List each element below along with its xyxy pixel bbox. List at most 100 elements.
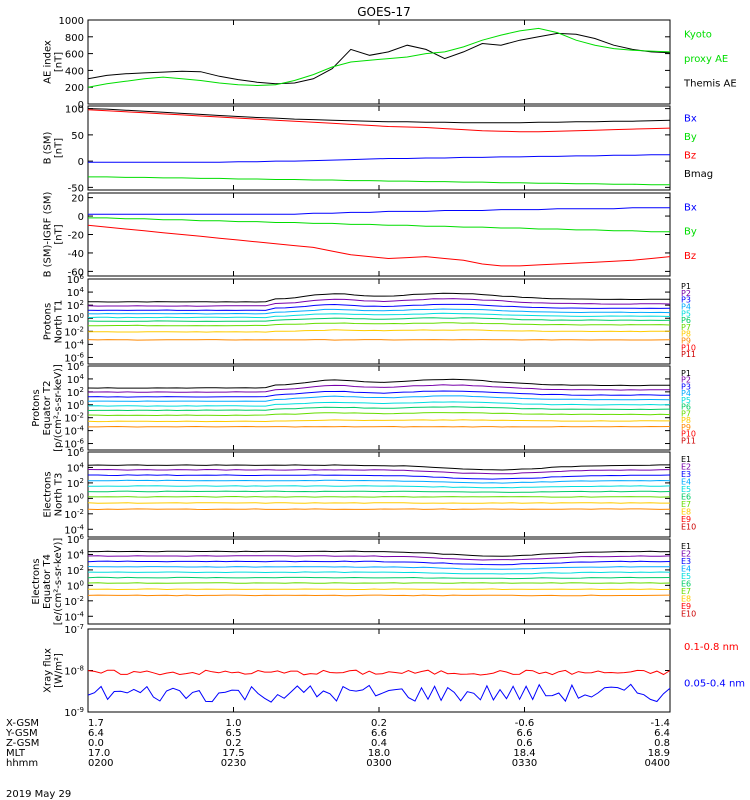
y-tick-label: 106 (67, 533, 85, 546)
orbit-row-label: X-GSM (6, 718, 39, 729)
legend-entry: 0.1-0.8 nm (684, 642, 739, 653)
legend-entry: E5 (681, 572, 691, 581)
series-line-E5 (88, 485, 671, 489)
y-tick-label: 100 (65, 105, 84, 116)
orbit-value: 0.0 (88, 738, 104, 749)
legend-entry: P1 (681, 282, 691, 291)
series-line-E5 (87, 571, 671, 575)
series-line-P2 (87, 384, 671, 393)
y-tick-label: 102 (67, 299, 84, 312)
y-tick-label: 10-4 (64, 338, 84, 351)
series-line-Bz (87, 109, 671, 133)
y-tick-label: 1000 (59, 16, 84, 27)
orbit-value: 1.0 (226, 718, 242, 729)
legend-entry: E10 (681, 523, 696, 532)
y-tick-label: 104 (67, 286, 85, 299)
legend-entry: P1 (681, 369, 691, 378)
legend-entry: Bz (684, 251, 696, 262)
legend-entry: By (684, 227, 697, 238)
y-axis-label: [nT] (54, 224, 65, 244)
orbit-value: 18.4 (513, 748, 535, 759)
series-line-P7 (87, 412, 671, 417)
series-line-P1 (87, 378, 670, 389)
legend-entry: proxy AE (684, 54, 728, 65)
orbit-value: -0.6 (515, 718, 535, 729)
legend-entry: P8 (681, 416, 691, 425)
panel-b_sm: -50 0 50 100 B (SM) [nT] Bx By Bz Bmag (43, 105, 714, 195)
y-tick-label: 100 (67, 579, 84, 592)
series-line-P5 (87, 312, 671, 319)
y-tick-label: 104 (67, 373, 85, 386)
y-tick-label: -60 (68, 267, 84, 278)
series-line-By (88, 176, 670, 186)
legend-entry: E3 (681, 470, 691, 479)
legend-entry: P9 (681, 423, 691, 432)
legend-entry: P7 (681, 323, 691, 332)
series-line-P8 (88, 329, 670, 333)
legend-entry: P11 (681, 350, 696, 359)
panel-frame (87, 628, 671, 713)
y-tick-label: 50 (71, 131, 84, 142)
legend-entry: P5 (681, 396, 691, 405)
legend-entry: P4 (681, 302, 691, 311)
y-axis-label: Protons (43, 303, 54, 340)
legend-entry: P10 (681, 343, 696, 352)
orbit-value: 0.2 (371, 718, 387, 729)
orbit-value: 17.0 (88, 748, 110, 759)
legend-entry: By (684, 132, 697, 143)
y-tick-label: 20 (71, 194, 84, 205)
legend-entry: E1 (681, 455, 691, 464)
series-line-E8 (87, 588, 671, 591)
y-tick-label: 100 (67, 312, 84, 325)
panel-electrons_t4: 106 104 102 100 10-2 10-4 Electrons Equator T4[… (31, 533, 696, 625)
y-tick-label: 400 (65, 66, 84, 77)
series-line-E7 (87, 582, 671, 584)
series-line-E9 (87, 594, 671, 597)
orbit-value: 6.5 (226, 728, 242, 739)
series-line-P7 (87, 322, 671, 327)
y-axis-label: North T3 (54, 473, 65, 517)
legend-entry: Kyoto (684, 29, 712, 40)
y-tick-label: 10-6 (64, 438, 84, 451)
y-tick-label: 0 (78, 100, 84, 111)
series-line-P9 (87, 339, 671, 341)
orbit-value: 1.7 (88, 718, 104, 729)
series-line-E2 (87, 468, 671, 475)
y-tick-label: 600 (65, 50, 84, 61)
series-line-P8 (87, 419, 670, 423)
series-line-Bmag (87, 108, 671, 124)
orbit-value: 0.8 (654, 738, 670, 749)
legend-entry: Bz (684, 151, 696, 162)
legend-entry: E2 (681, 463, 691, 472)
y-tick-label: 100 (67, 492, 84, 505)
y-axis-label: [nT] (54, 52, 65, 72)
y-axis-label: Electrons (31, 558, 42, 604)
y-axis-label: [W/m²] (54, 653, 65, 688)
y-axis-label: North T1 (54, 300, 65, 344)
series-line-0.05-0.4-nm (87, 683, 671, 703)
orbit-row-label: Z-GSM (6, 738, 39, 749)
y-tick-label: 10-2 (64, 325, 84, 338)
legend-entry: E1 (681, 542, 691, 551)
series-line-P4 (87, 395, 671, 402)
legend-entry: P2 (681, 376, 691, 385)
series-line-E1 (88, 550, 671, 557)
y-tick-label: 800 (65, 33, 84, 44)
series-line-Bz (87, 224, 671, 267)
y-tick-label: 0 (78, 157, 84, 168)
orbit-value: 0230 (221, 758, 246, 769)
y-tick-label: 10-4 (64, 425, 84, 438)
y-axis-label: [p/(cm²-s-sr-keV)] (53, 364, 64, 452)
y-axis-label: AE index (43, 40, 54, 84)
legend-entry: E7 (681, 500, 691, 509)
series-line-P3 (87, 303, 671, 311)
series-line-0.1-0.8-nm (87, 669, 671, 676)
y-axis-label: Equator T2 (42, 381, 53, 436)
orbit-value: 6.4 (88, 728, 104, 739)
orbit-row-label: Y-GSM (5, 728, 38, 739)
panel-b_igrf: -60 -40 -20 0 20 B (SM)-IGRF (SM) [nT] Bx By Bz (43, 192, 697, 279)
legend-entry: Bx (684, 202, 697, 213)
